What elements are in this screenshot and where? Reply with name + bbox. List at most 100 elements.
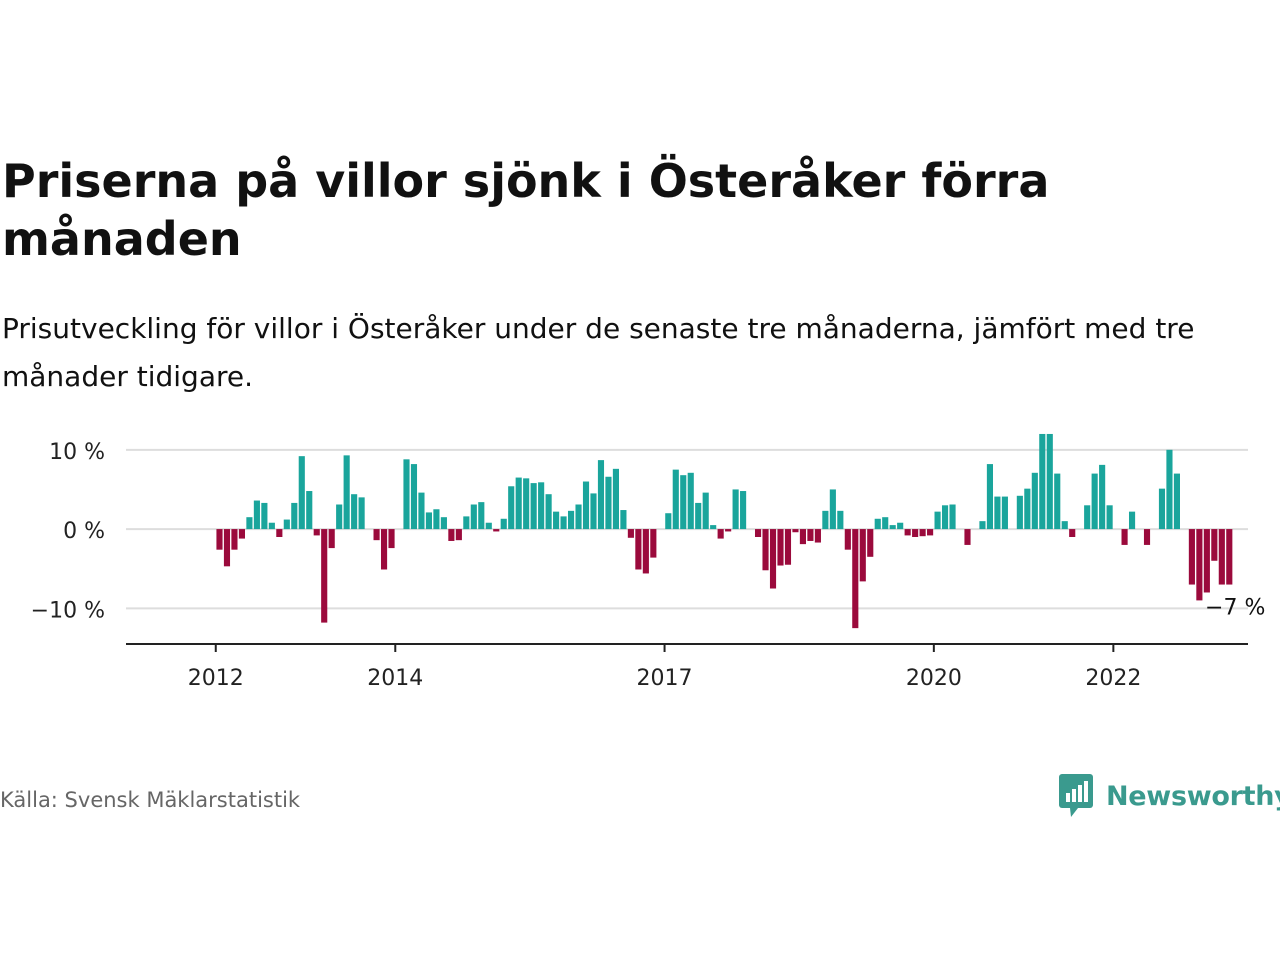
bar — [343, 455, 350, 530]
bar — [1016, 495, 1023, 530]
bar — [582, 481, 590, 530]
bar — [1196, 529, 1203, 601]
bar — [994, 496, 1001, 530]
bar — [859, 529, 866, 582]
bar — [313, 529, 320, 536]
bar — [403, 459, 410, 530]
bar — [1046, 433, 1053, 530]
bar — [560, 516, 567, 530]
bar — [455, 529, 462, 541]
bar — [740, 491, 747, 530]
bar — [927, 529, 934, 536]
bar — [567, 510, 575, 530]
bar — [418, 492, 425, 530]
bar — [1061, 521, 1068, 530]
bar — [463, 516, 470, 530]
bar — [1188, 529, 1195, 585]
bar — [246, 517, 253, 530]
bar — [216, 529, 223, 550]
bar — [889, 525, 896, 530]
bar — [867, 529, 874, 557]
bar — [500, 518, 507, 530]
bar — [321, 529, 328, 623]
bar — [844, 529, 851, 550]
bar — [1226, 529, 1233, 585]
bar — [762, 529, 769, 571]
bar — [1143, 529, 1151, 545]
bar — [919, 529, 926, 537]
bar — [777, 529, 784, 566]
bar — [433, 509, 440, 530]
bar — [769, 529, 777, 589]
bar — [732, 489, 739, 530]
bar — [680, 475, 687, 530]
bar — [1166, 449, 1173, 530]
bar — [306, 491, 313, 530]
bar — [1001, 496, 1008, 530]
bars — [216, 433, 1233, 629]
bar — [553, 511, 560, 530]
bar — [448, 529, 455, 541]
bar — [814, 529, 821, 543]
bar — [1031, 472, 1038, 530]
newsworthy-logo-icon — [1059, 774, 1093, 817]
bar — [1211, 529, 1218, 561]
bar — [575, 504, 582, 530]
bar — [829, 489, 836, 530]
bar — [897, 522, 904, 530]
bar — [934, 511, 941, 530]
bar — [508, 486, 515, 530]
bar — [328, 529, 335, 549]
x-tick-label: 2022 — [1085, 666, 1141, 691]
x-tick-label: 2017 — [637, 666, 693, 691]
newsworthy-logo[interactable]: Newsworthy — [1058, 772, 1280, 820]
bar — [941, 505, 949, 530]
annotations: −7 % — [1205, 596, 1265, 621]
bar — [754, 529, 762, 537]
bar — [530, 483, 537, 530]
bar — [642, 529, 649, 574]
x-axis: 2012 2014 2017 2020 2022 — [126, 643, 1248, 691]
bar — [380, 529, 388, 570]
bar — [1069, 529, 1076, 537]
bar — [590, 493, 597, 530]
bar — [485, 522, 492, 530]
gridlines — [126, 448, 1248, 610]
bar — [822, 510, 829, 530]
logo-text: Newsworthy — [1106, 780, 1280, 812]
bar-chart: 10 % 0 % −10 % 2012 2014 2017 2020 2022 −7 % — [31, 433, 1265, 691]
bar — [612, 468, 619, 530]
bar — [1024, 488, 1031, 530]
bar — [440, 517, 447, 530]
bar — [717, 529, 724, 539]
bar — [710, 525, 717, 530]
bar — [964, 529, 971, 545]
bar — [904, 529, 911, 536]
bar — [672, 469, 679, 530]
bar — [1158, 488, 1166, 530]
bar — [351, 494, 358, 530]
x-tick-label: 2014 — [367, 666, 423, 691]
bar — [597, 460, 605, 530]
bar — [1106, 505, 1113, 530]
bar — [388, 529, 395, 549]
bar — [1203, 529, 1210, 593]
y-tick-label: −10 % — [31, 598, 105, 623]
bar — [784, 529, 792, 565]
bar — [979, 521, 986, 530]
bar — [1091, 473, 1098, 530]
x-tick-label: 2012 — [188, 666, 244, 691]
bar — [799, 529, 806, 545]
bar — [336, 504, 343, 530]
bar — [358, 497, 365, 530]
last-value-label: −7 % — [1205, 596, 1265, 621]
bar — [725, 529, 732, 532]
bar — [261, 502, 268, 530]
bar — [695, 502, 702, 530]
bar — [882, 517, 889, 530]
bar — [665, 513, 672, 530]
bar — [470, 504, 477, 530]
bar — [1039, 433, 1046, 530]
bar — [627, 529, 634, 538]
bar — [276, 529, 283, 537]
